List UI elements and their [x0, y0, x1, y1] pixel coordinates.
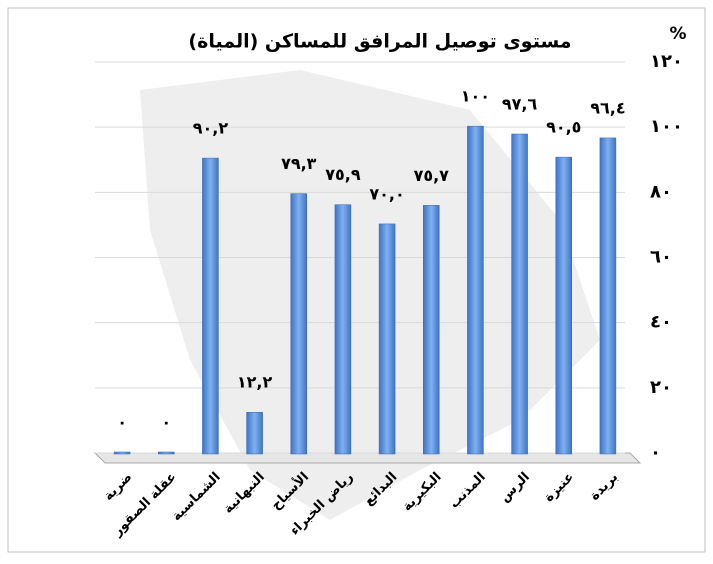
- bar: [467, 125, 484, 455]
- bar: [113, 451, 131, 455]
- bar: [158, 451, 175, 455]
- bar: [555, 156, 572, 455]
- floor: [93, 452, 642, 464]
- y-tick-label: ١٠٠: [650, 116, 683, 137]
- y-tick-label: ٠: [650, 442, 661, 463]
- bar: [599, 137, 617, 455]
- background-map: [140, 70, 600, 520]
- value-label: ٠: [117, 413, 127, 432]
- bar: [290, 193, 307, 455]
- value-label: ٩٧,٦: [502, 94, 538, 113]
- bar: [423, 205, 440, 455]
- y-tick-label: ٢٠: [650, 377, 672, 398]
- value-label: ١٢,٢: [237, 373, 273, 392]
- y-axis-label: %: [669, 24, 686, 44]
- y-tick-label: ٤٠: [650, 312, 672, 333]
- y-tick-label: ٨٠: [650, 181, 672, 202]
- bar: [334, 204, 352, 455]
- value-label: ٠: [161, 413, 171, 432]
- value-label: ٧٥,٩: [325, 165, 361, 184]
- value-label: ٧٩,٣: [281, 154, 317, 173]
- y-tick-label: ٦٠: [650, 247, 672, 268]
- value-label: ٩٦,٤: [590, 98, 625, 117]
- y-tick-label: ١٢٠: [650, 51, 683, 72]
- bar: [202, 157, 219, 455]
- bar: [378, 223, 396, 455]
- value-label: ٩٠,٥: [546, 118, 581, 137]
- value-label: ٩٠,٢: [193, 119, 229, 138]
- value-label: ١٠٠: [461, 87, 490, 106]
- value-label: ٧٠,٠: [369, 184, 404, 203]
- value-label: ٧٥,٧: [414, 166, 450, 185]
- chart-title: مستوى توصيل المرافق للمساكن (المياة): [188, 31, 571, 53]
- bar: [511, 133, 528, 455]
- bar: [246, 411, 263, 455]
